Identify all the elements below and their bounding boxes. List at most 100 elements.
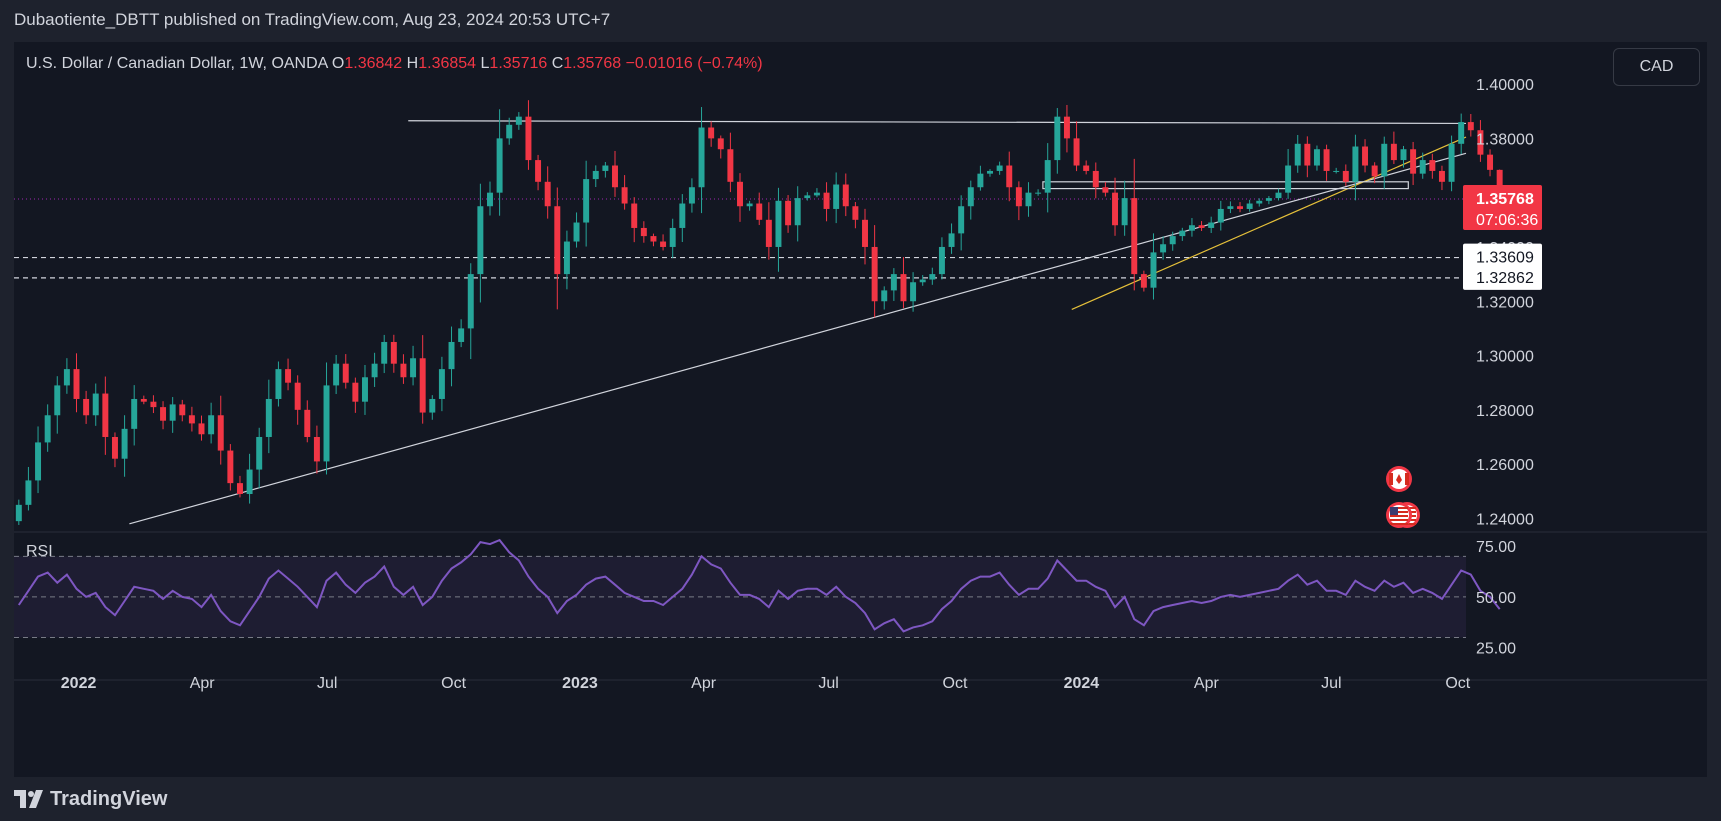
candle bbox=[1025, 182, 1032, 217]
maple-leaf bbox=[1396, 474, 1402, 484]
candle-body bbox=[131, 398, 138, 429]
symbol-legend[interactable]: U.S. Dollar / Canadian Dollar, 1W, OANDA… bbox=[26, 55, 763, 73]
consolidation-box bbox=[1042, 181, 1409, 190]
candle bbox=[563, 230, 570, 290]
candle-body bbox=[1352, 146, 1359, 182]
candle-body bbox=[1208, 222, 1215, 228]
candle bbox=[698, 107, 705, 214]
candle-body bbox=[44, 415, 51, 443]
candle bbox=[1227, 201, 1234, 214]
candle-body bbox=[429, 398, 436, 413]
candle bbox=[131, 385, 138, 446]
flag-stripe bbox=[1390, 511, 1408, 513]
key-level-badge: 1.32862 bbox=[1463, 263, 1542, 290]
candle-body bbox=[342, 363, 349, 383]
flag-band bbox=[1405, 473, 1409, 485]
current-price-text: 1.35768 bbox=[1476, 191, 1534, 208]
candle bbox=[1265, 196, 1272, 205]
candle bbox=[15, 499, 22, 525]
chart-canvas[interactable]: RSI 75.0050.0025.001.400001.380001.36000… bbox=[14, 42, 1707, 777]
candle bbox=[746, 200, 753, 211]
candle-body bbox=[179, 404, 186, 416]
candle bbox=[1140, 270, 1147, 292]
price-axis-tick: 1.40000 bbox=[1476, 77, 1534, 94]
rsi-axis-tick: 75.00 bbox=[1476, 539, 1516, 556]
time-axis-label: Jul bbox=[317, 675, 337, 692]
low-label: L bbox=[480, 55, 490, 72]
candle bbox=[1131, 158, 1138, 291]
candle-body bbox=[390, 341, 397, 364]
canada-flag-icon[interactable] bbox=[1386, 466, 1412, 492]
candle-body bbox=[910, 282, 917, 302]
candle-body bbox=[496, 138, 503, 193]
candle bbox=[1362, 139, 1369, 173]
candle-body bbox=[410, 358, 417, 378]
candle bbox=[265, 379, 272, 454]
current-price-badge: 1.35768 07:06:36 bbox=[1463, 184, 1542, 230]
candle-body bbox=[381, 341, 388, 364]
candle-body bbox=[1313, 149, 1320, 166]
time-axis-label: Apr bbox=[1194, 675, 1220, 692]
candle-body bbox=[169, 404, 176, 421]
candle bbox=[35, 426, 42, 494]
candle-body bbox=[1112, 192, 1119, 226]
candle-body bbox=[900, 274, 907, 302]
currency-button[interactable]: CAD bbox=[1613, 48, 1700, 86]
candle-body bbox=[1438, 170, 1445, 182]
candle bbox=[1381, 136, 1388, 189]
candle-body bbox=[1121, 198, 1128, 226]
tradingview-logo[interactable]: TradingView bbox=[14, 787, 167, 811]
candle-body bbox=[890, 274, 897, 291]
candle-body bbox=[294, 382, 301, 410]
candle-body bbox=[1477, 130, 1484, 155]
candle bbox=[669, 218, 676, 259]
candle-body bbox=[987, 170, 993, 174]
candle-body bbox=[1160, 244, 1167, 253]
candle bbox=[275, 361, 282, 407]
candle-body bbox=[467, 274, 474, 329]
candle bbox=[1054, 108, 1061, 174]
candle bbox=[1150, 233, 1157, 300]
candle bbox=[871, 225, 878, 318]
candle bbox=[1467, 114, 1474, 137]
candle bbox=[785, 195, 792, 233]
candle-body bbox=[785, 200, 792, 226]
candle-body bbox=[1371, 165, 1378, 177]
usa-flag-icon[interactable] bbox=[1386, 502, 1412, 528]
candle-body bbox=[775, 200, 782, 247]
candle bbox=[140, 395, 147, 405]
candle bbox=[525, 100, 532, 170]
candle-body bbox=[1092, 170, 1099, 188]
candle bbox=[1294, 134, 1301, 173]
support-trendline bbox=[129, 152, 1467, 525]
candle bbox=[410, 345, 417, 386]
candle bbox=[1169, 231, 1176, 251]
candle bbox=[381, 334, 388, 374]
candle-body bbox=[419, 358, 426, 413]
candle-body bbox=[1285, 165, 1292, 193]
rsi-axis-tick: 50.00 bbox=[1476, 590, 1516, 607]
candle-body bbox=[967, 187, 974, 207]
candle bbox=[83, 390, 90, 424]
candle bbox=[73, 353, 80, 413]
price-axis-tick: 1.28000 bbox=[1476, 403, 1534, 420]
candle-body bbox=[1256, 200, 1263, 204]
candle-body bbox=[929, 274, 936, 280]
symbol-name: U.S. Dollar / Canadian Dollar, 1W, OANDA bbox=[26, 55, 328, 72]
high-label: H bbox=[406, 55, 419, 72]
candle bbox=[688, 178, 695, 213]
candle bbox=[1083, 160, 1090, 175]
candle bbox=[304, 400, 311, 443]
candle bbox=[111, 432, 118, 468]
chart-panel[interactable]: RSI 75.0050.0025.001.400001.380001.36000… bbox=[14, 42, 1707, 777]
candle bbox=[794, 186, 801, 242]
candle bbox=[361, 364, 368, 415]
candle-body bbox=[1035, 192, 1042, 194]
candle bbox=[823, 182, 830, 222]
candle-body bbox=[573, 222, 580, 242]
candle-body bbox=[756, 203, 763, 220]
candle-body bbox=[73, 369, 80, 399]
candle-body bbox=[515, 116, 522, 125]
candle-body bbox=[227, 450, 234, 484]
candle-body bbox=[477, 206, 484, 275]
